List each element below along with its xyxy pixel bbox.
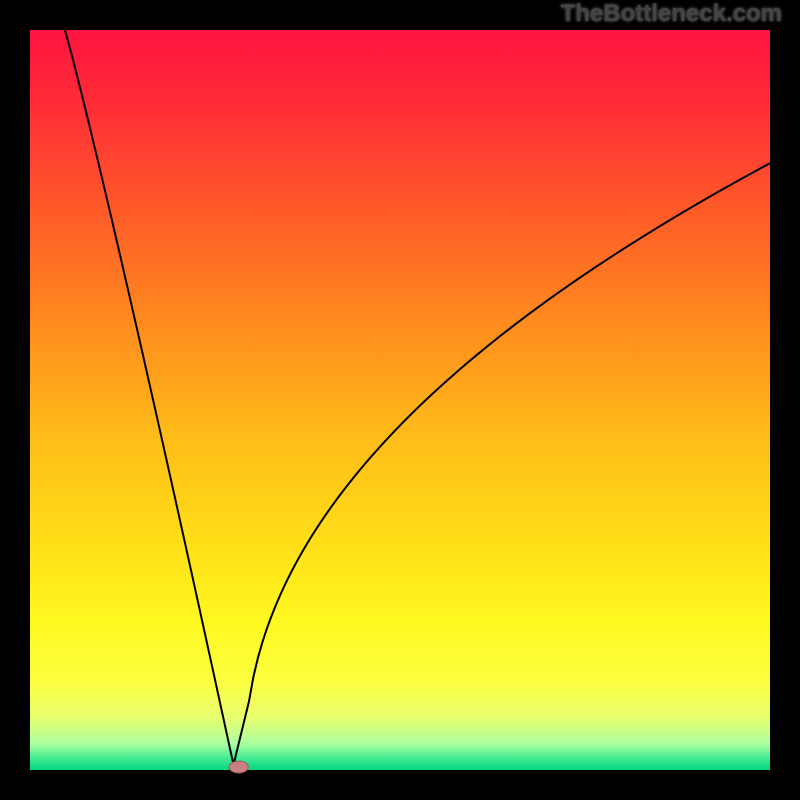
attribution-text: TheBottleneck.com <box>561 0 782 28</box>
bottleneck-chart <box>0 0 800 800</box>
optimal-point-marker <box>229 761 248 773</box>
chart-container: TheBottleneck.com <box>0 0 800 800</box>
plot-background <box>30 30 770 770</box>
